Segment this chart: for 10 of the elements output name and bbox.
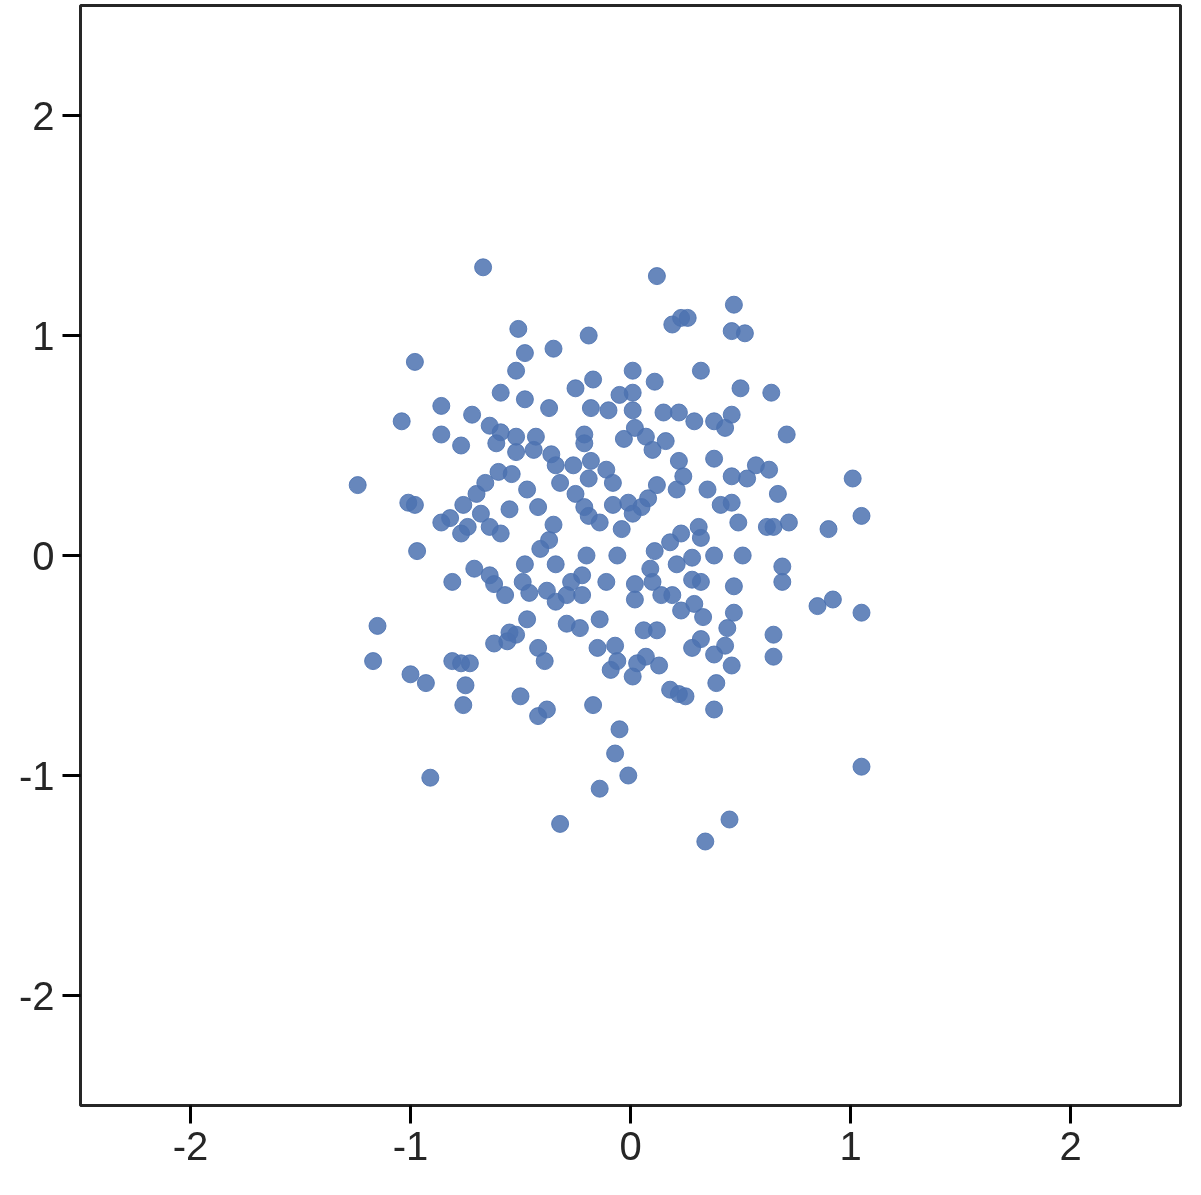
y-tick-label: 2 — [32, 93, 55, 138]
y-tick-label: -1 — [18, 753, 55, 798]
x-tick-label: 2 — [1059, 1123, 1082, 1168]
y-tick-label: 1 — [32, 313, 55, 358]
y-tick-label: 0 — [32, 533, 55, 578]
x-tick-label: -2 — [172, 1123, 209, 1168]
y-tick-label: -2 — [18, 973, 55, 1018]
x-tick-label: 0 — [619, 1123, 642, 1168]
x-tick-label: -1 — [392, 1123, 429, 1168]
x-tick-label: 1 — [839, 1123, 862, 1168]
